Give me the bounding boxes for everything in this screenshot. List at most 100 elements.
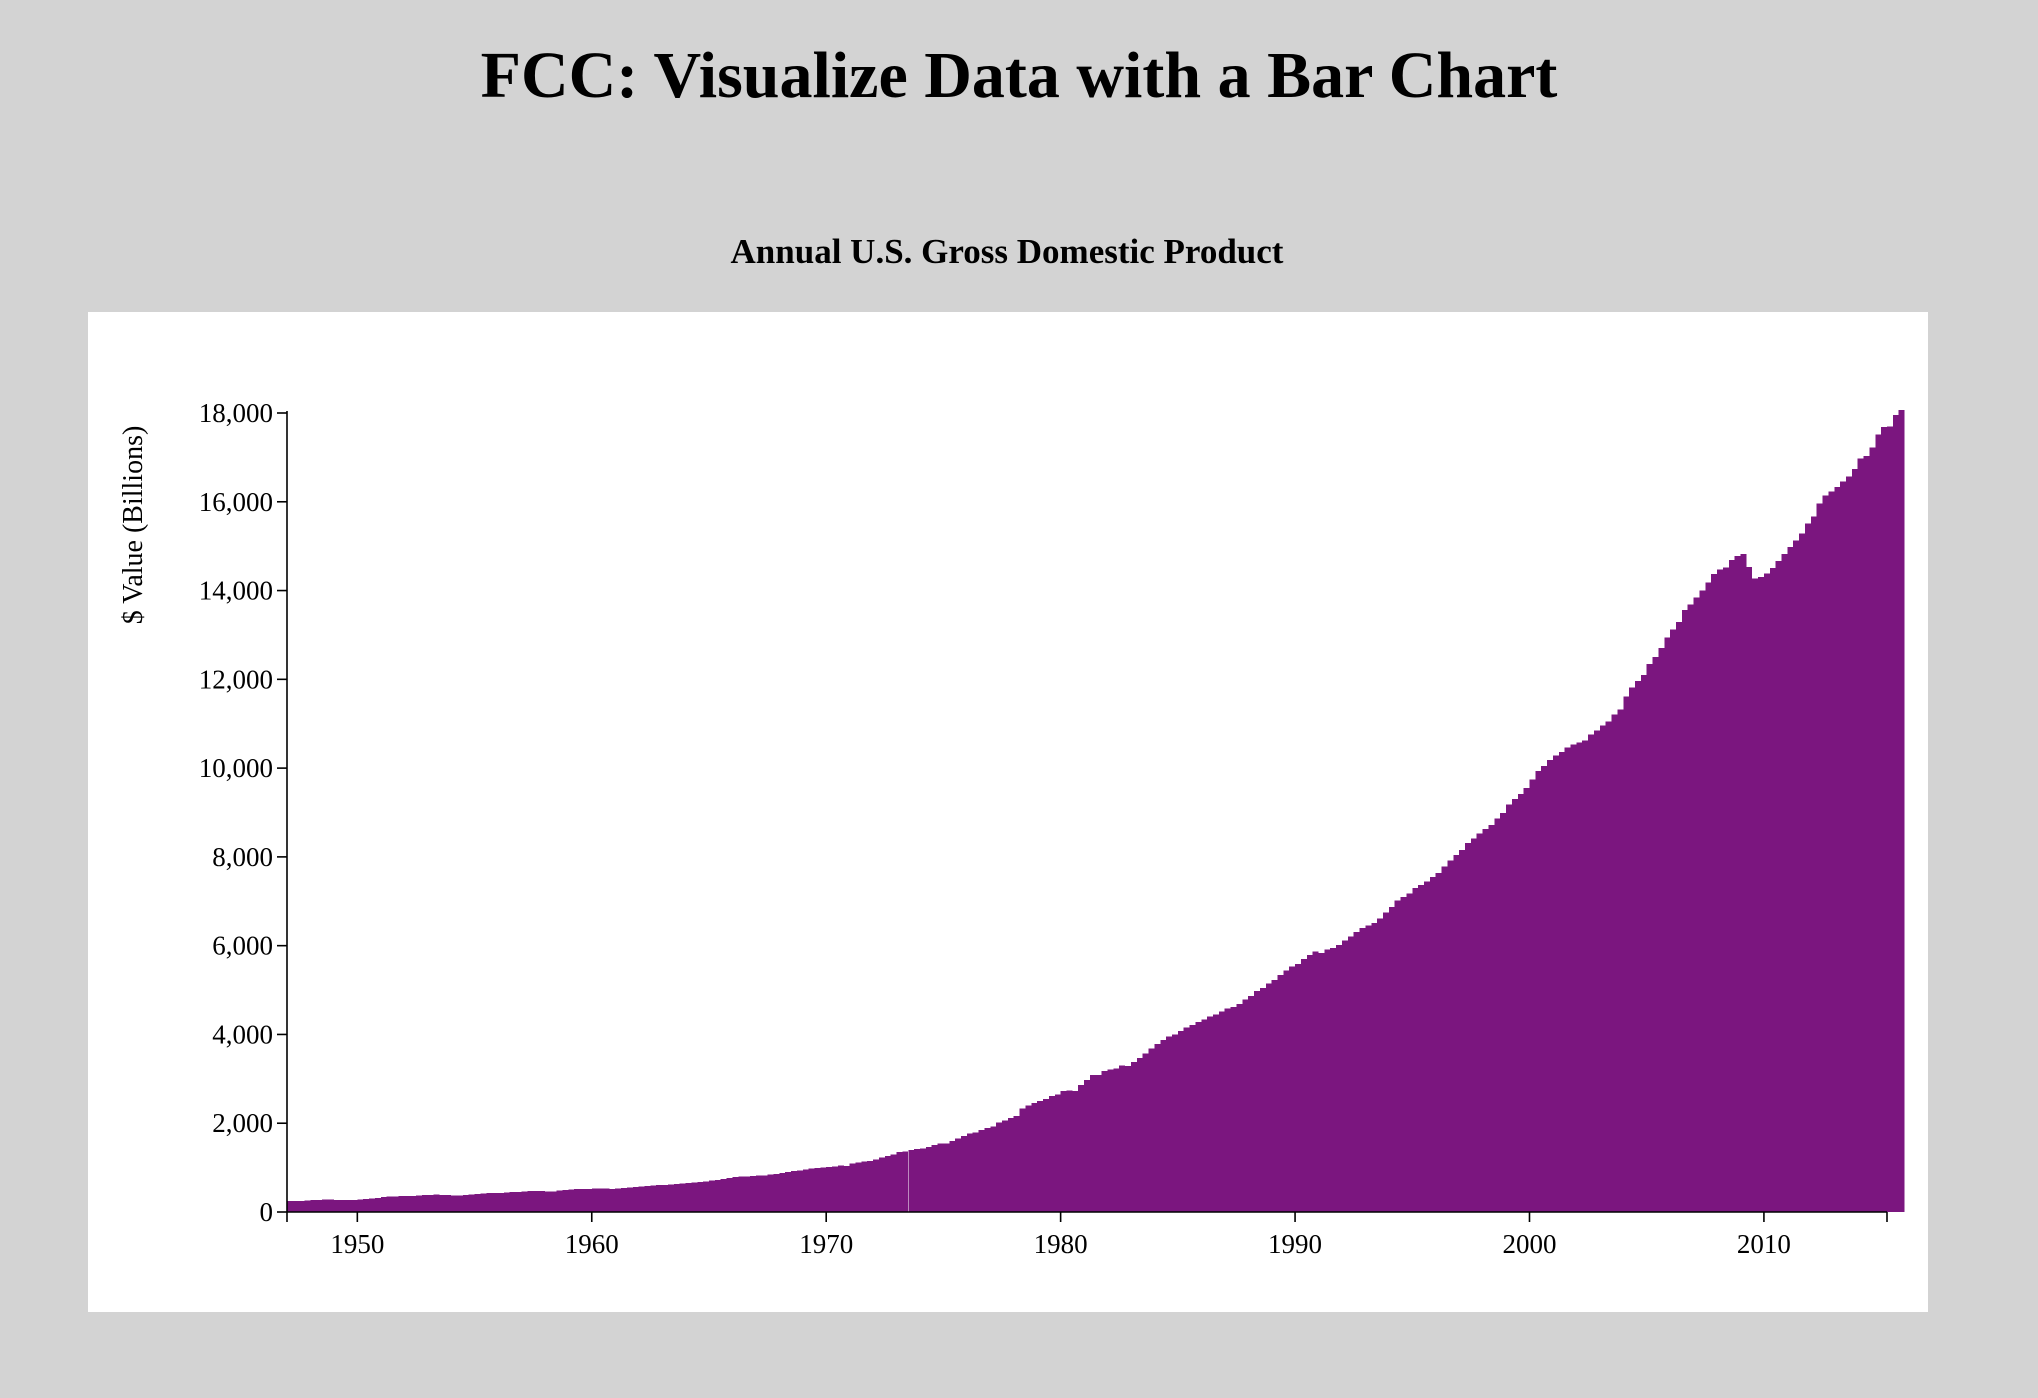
bar[interactable]	[703, 1181, 709, 1212]
bar[interactable]	[1002, 1120, 1008, 1212]
bar[interactable]	[667, 1184, 674, 1212]
bar[interactable]	[1711, 573, 1718, 1212]
bar[interactable]	[1371, 923, 1378, 1212]
bar[interactable]	[826, 1167, 833, 1212]
bar[interactable]	[714, 1179, 721, 1212]
bar[interactable]	[585, 1188, 592, 1212]
bar[interactable]	[1646, 663, 1653, 1212]
bar[interactable]	[492, 1192, 498, 1212]
bar[interactable]	[1611, 714, 1618, 1212]
bar[interactable]	[404, 1196, 411, 1212]
bar[interactable]	[697, 1182, 704, 1212]
bar[interactable]	[474, 1193, 481, 1212]
bar[interactable]	[919, 1148, 926, 1212]
bar[interactable]	[1054, 1094, 1061, 1212]
bar[interactable]	[1640, 675, 1647, 1212]
bar[interactable]	[1037, 1101, 1044, 1212]
bar[interactable]	[1857, 458, 1864, 1212]
bar[interactable]	[744, 1176, 750, 1212]
bar[interactable]	[1593, 730, 1600, 1212]
bar[interactable]	[1758, 577, 1764, 1212]
bar[interactable]	[574, 1189, 581, 1212]
bar[interactable]	[1558, 751, 1565, 1212]
bar[interactable]	[328, 1199, 334, 1212]
bar[interactable]	[1353, 932, 1360, 1212]
bar[interactable]	[1488, 824, 1495, 1212]
bar[interactable]	[679, 1183, 686, 1212]
bar[interactable]	[304, 1200, 311, 1212]
bar[interactable]	[1881, 426, 1887, 1212]
bar[interactable]	[937, 1143, 944, 1212]
bar[interactable]	[943, 1143, 950, 1212]
bar[interactable]	[1799, 533, 1805, 1212]
bar[interactable]	[1095, 1075, 1102, 1212]
bar[interactable]	[1676, 621, 1682, 1212]
bar[interactable]	[867, 1160, 874, 1212]
bar[interactable]	[925, 1146, 932, 1212]
bar[interactable]	[1740, 554, 1747, 1212]
bar[interactable]	[1547, 760, 1553, 1212]
bar[interactable]	[591, 1188, 598, 1212]
bar[interactable]	[1048, 1095, 1055, 1212]
bar[interactable]	[1107, 1069, 1114, 1212]
bar[interactable]	[832, 1166, 838, 1212]
bar[interactable]	[287, 1201, 293, 1212]
bar[interactable]	[1763, 573, 1770, 1212]
bar[interactable]	[609, 1188, 616, 1212]
bar[interactable]	[539, 1191, 545, 1212]
bar[interactable]	[333, 1199, 340, 1212]
bar[interactable]	[1224, 1008, 1231, 1212]
bar[interactable]	[292, 1201, 299, 1212]
bar[interactable]	[626, 1187, 633, 1212]
bar[interactable]	[1822, 495, 1829, 1212]
bar[interactable]	[984, 1128, 991, 1212]
bar[interactable]	[873, 1159, 879, 1212]
bar[interactable]	[1775, 560, 1782, 1212]
bar[interactable]	[638, 1186, 645, 1212]
bar[interactable]	[949, 1141, 956, 1212]
bar[interactable]	[527, 1191, 534, 1212]
bar[interactable]	[767, 1174, 774, 1212]
bar[interactable]	[1259, 987, 1266, 1212]
bar[interactable]	[1148, 1048, 1155, 1212]
bar[interactable]	[1306, 954, 1313, 1212]
bar[interactable]	[1424, 881, 1430, 1212]
bar[interactable]	[1564, 747, 1571, 1212]
bar[interactable]	[357, 1199, 364, 1212]
bar[interactable]	[1781, 553, 1788, 1212]
bar[interactable]	[1435, 873, 1442, 1212]
bar[interactable]	[509, 1192, 516, 1212]
bar[interactable]	[1359, 927, 1366, 1212]
bar[interactable]	[738, 1176, 745, 1212]
bar[interactable]	[439, 1194, 446, 1212]
bar[interactable]	[427, 1194, 434, 1212]
bar[interactable]	[650, 1185, 657, 1212]
bar[interactable]	[726, 1178, 733, 1212]
bar[interactable]	[1506, 804, 1512, 1212]
bar[interactable]	[1465, 843, 1471, 1212]
bar[interactable]	[1892, 415, 1899, 1212]
bar[interactable]	[960, 1135, 967, 1212]
bar[interactable]	[1482, 828, 1489, 1212]
bar[interactable]	[878, 1157, 885, 1212]
bar[interactable]	[861, 1161, 868, 1212]
bar[interactable]	[1494, 818, 1501, 1212]
bar[interactable]	[656, 1185, 663, 1212]
bar[interactable]	[1511, 798, 1518, 1212]
bar[interactable]	[1336, 945, 1342, 1212]
bar[interactable]	[380, 1197, 387, 1212]
bar[interactable]	[1160, 1040, 1167, 1212]
bar[interactable]	[902, 1151, 909, 1212]
bar[interactable]	[996, 1122, 1003, 1212]
bar[interactable]	[1728, 559, 1735, 1212]
bar[interactable]	[1629, 687, 1635, 1212]
bar[interactable]	[1388, 907, 1395, 1212]
bar[interactable]	[1207, 1016, 1214, 1212]
bar[interactable]	[1652, 656, 1659, 1212]
bar[interactable]	[562, 1189, 569, 1212]
bar[interactable]	[720, 1179, 727, 1212]
bar[interactable]	[1142, 1053, 1149, 1212]
bar[interactable]	[632, 1186, 639, 1212]
bar[interactable]	[1887, 426, 1893, 1212]
bar[interactable]	[1500, 812, 1507, 1212]
